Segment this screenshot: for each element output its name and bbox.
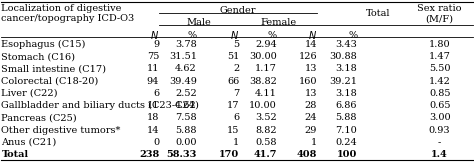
Text: 4.11: 4.11 [255, 89, 277, 98]
Text: Gallbladder and biliary ducts (C23-C24): Gallbladder and biliary ducts (C23-C24) [1, 101, 199, 110]
Text: 0.93: 0.93 [429, 126, 450, 134]
Text: 1: 1 [311, 138, 317, 147]
Text: 126: 126 [299, 52, 317, 61]
Text: 3.18: 3.18 [336, 89, 357, 98]
Text: $\it{N}$: $\it{N}$ [230, 29, 239, 41]
Text: 1.80: 1.80 [429, 40, 450, 49]
Text: 11: 11 [147, 101, 159, 110]
Text: 1.4: 1.4 [431, 150, 448, 159]
Text: 2: 2 [233, 64, 239, 73]
Text: 160: 160 [299, 77, 317, 86]
Text: Colorectal (C18-20): Colorectal (C18-20) [1, 77, 99, 86]
Text: Pancreas (C25): Pancreas (C25) [1, 113, 77, 122]
Text: 39.49: 39.49 [169, 77, 197, 86]
Text: 9: 9 [153, 40, 159, 49]
Text: 0.00: 0.00 [175, 138, 197, 147]
Text: 24: 24 [305, 113, 317, 122]
Text: 7.58: 7.58 [175, 113, 197, 122]
Text: 6: 6 [233, 113, 239, 122]
Text: 7: 7 [233, 89, 239, 98]
Text: 29: 29 [305, 126, 317, 134]
Text: 0.85: 0.85 [429, 89, 450, 98]
Text: %: % [188, 31, 197, 40]
Text: Anus (C21): Anus (C21) [1, 138, 56, 147]
Text: 408: 408 [297, 150, 317, 159]
Text: Stomach (C16): Stomach (C16) [1, 52, 75, 61]
Text: 0.24: 0.24 [336, 138, 357, 147]
Text: $\it{N}$: $\it{N}$ [308, 29, 317, 41]
Text: 8.82: 8.82 [255, 126, 277, 134]
Text: 17: 17 [227, 101, 239, 110]
Text: Gender: Gender [220, 6, 256, 15]
Text: 3.00: 3.00 [429, 113, 450, 122]
Text: 28: 28 [305, 101, 317, 110]
Text: 5: 5 [233, 40, 239, 49]
Text: 0.58: 0.58 [255, 138, 277, 147]
Text: 3.43: 3.43 [335, 40, 357, 49]
Text: 2.52: 2.52 [175, 89, 197, 98]
Text: Male: Male [187, 18, 212, 27]
Text: 94: 94 [147, 77, 159, 86]
Text: %: % [348, 31, 357, 40]
Text: 14: 14 [147, 126, 159, 134]
Text: 170: 170 [219, 150, 239, 159]
Text: 4.62: 4.62 [175, 64, 197, 73]
Text: 3.78: 3.78 [175, 40, 197, 49]
Text: Small intestine (C17): Small intestine (C17) [1, 64, 106, 73]
Text: -: - [438, 138, 441, 147]
Text: 3.52: 3.52 [255, 113, 277, 122]
Text: Sex ratio
(M/F): Sex ratio (M/F) [418, 4, 462, 23]
Text: 75: 75 [147, 52, 159, 61]
Text: 14: 14 [305, 40, 317, 49]
Text: 5.88: 5.88 [336, 113, 357, 122]
Text: 6.86: 6.86 [336, 101, 357, 110]
Text: 39.21: 39.21 [329, 77, 357, 86]
Text: 11: 11 [147, 64, 159, 73]
Text: 6: 6 [153, 89, 159, 98]
Text: 0: 0 [153, 138, 159, 147]
Text: 10.00: 10.00 [249, 101, 277, 110]
Text: 13: 13 [305, 89, 317, 98]
Text: Total: Total [1, 150, 28, 159]
Text: 2.94: 2.94 [255, 40, 277, 49]
Text: 1: 1 [233, 138, 239, 147]
Text: 41.7: 41.7 [254, 150, 277, 159]
Text: 58.33: 58.33 [166, 150, 197, 159]
Text: 238: 238 [139, 150, 159, 159]
Text: 30.88: 30.88 [329, 52, 357, 61]
Text: 1.42: 1.42 [428, 77, 451, 86]
Text: 1.47: 1.47 [428, 52, 451, 61]
Text: 31.51: 31.51 [169, 52, 197, 61]
Text: 4.62: 4.62 [175, 101, 197, 110]
Text: Localization of digestive
cancer/topography ICD-O3: Localization of digestive cancer/topogra… [1, 4, 135, 23]
Text: 0.65: 0.65 [429, 101, 450, 110]
Text: 51: 51 [227, 52, 239, 61]
Text: Esophagus (C15): Esophagus (C15) [1, 40, 86, 49]
Text: 15: 15 [227, 126, 239, 134]
Text: 66: 66 [227, 77, 239, 86]
Text: 13: 13 [305, 64, 317, 73]
Text: 100: 100 [337, 150, 357, 159]
Text: Other digestive tumors*: Other digestive tumors* [1, 126, 121, 134]
Text: 1.17: 1.17 [255, 64, 277, 73]
Text: 38.82: 38.82 [249, 77, 277, 86]
Text: 30.00: 30.00 [249, 52, 277, 61]
Text: 5.88: 5.88 [175, 126, 197, 134]
Text: 5.50: 5.50 [429, 64, 450, 73]
Text: Liver (C22): Liver (C22) [1, 89, 58, 98]
Text: $\it{N}$: $\it{N}$ [150, 29, 159, 41]
Text: 3.18: 3.18 [336, 64, 357, 73]
Text: Female: Female [260, 18, 296, 27]
Text: Total: Total [366, 9, 391, 18]
Text: %: % [268, 31, 277, 40]
Text: 7.10: 7.10 [336, 126, 357, 134]
Text: 18: 18 [147, 113, 159, 122]
